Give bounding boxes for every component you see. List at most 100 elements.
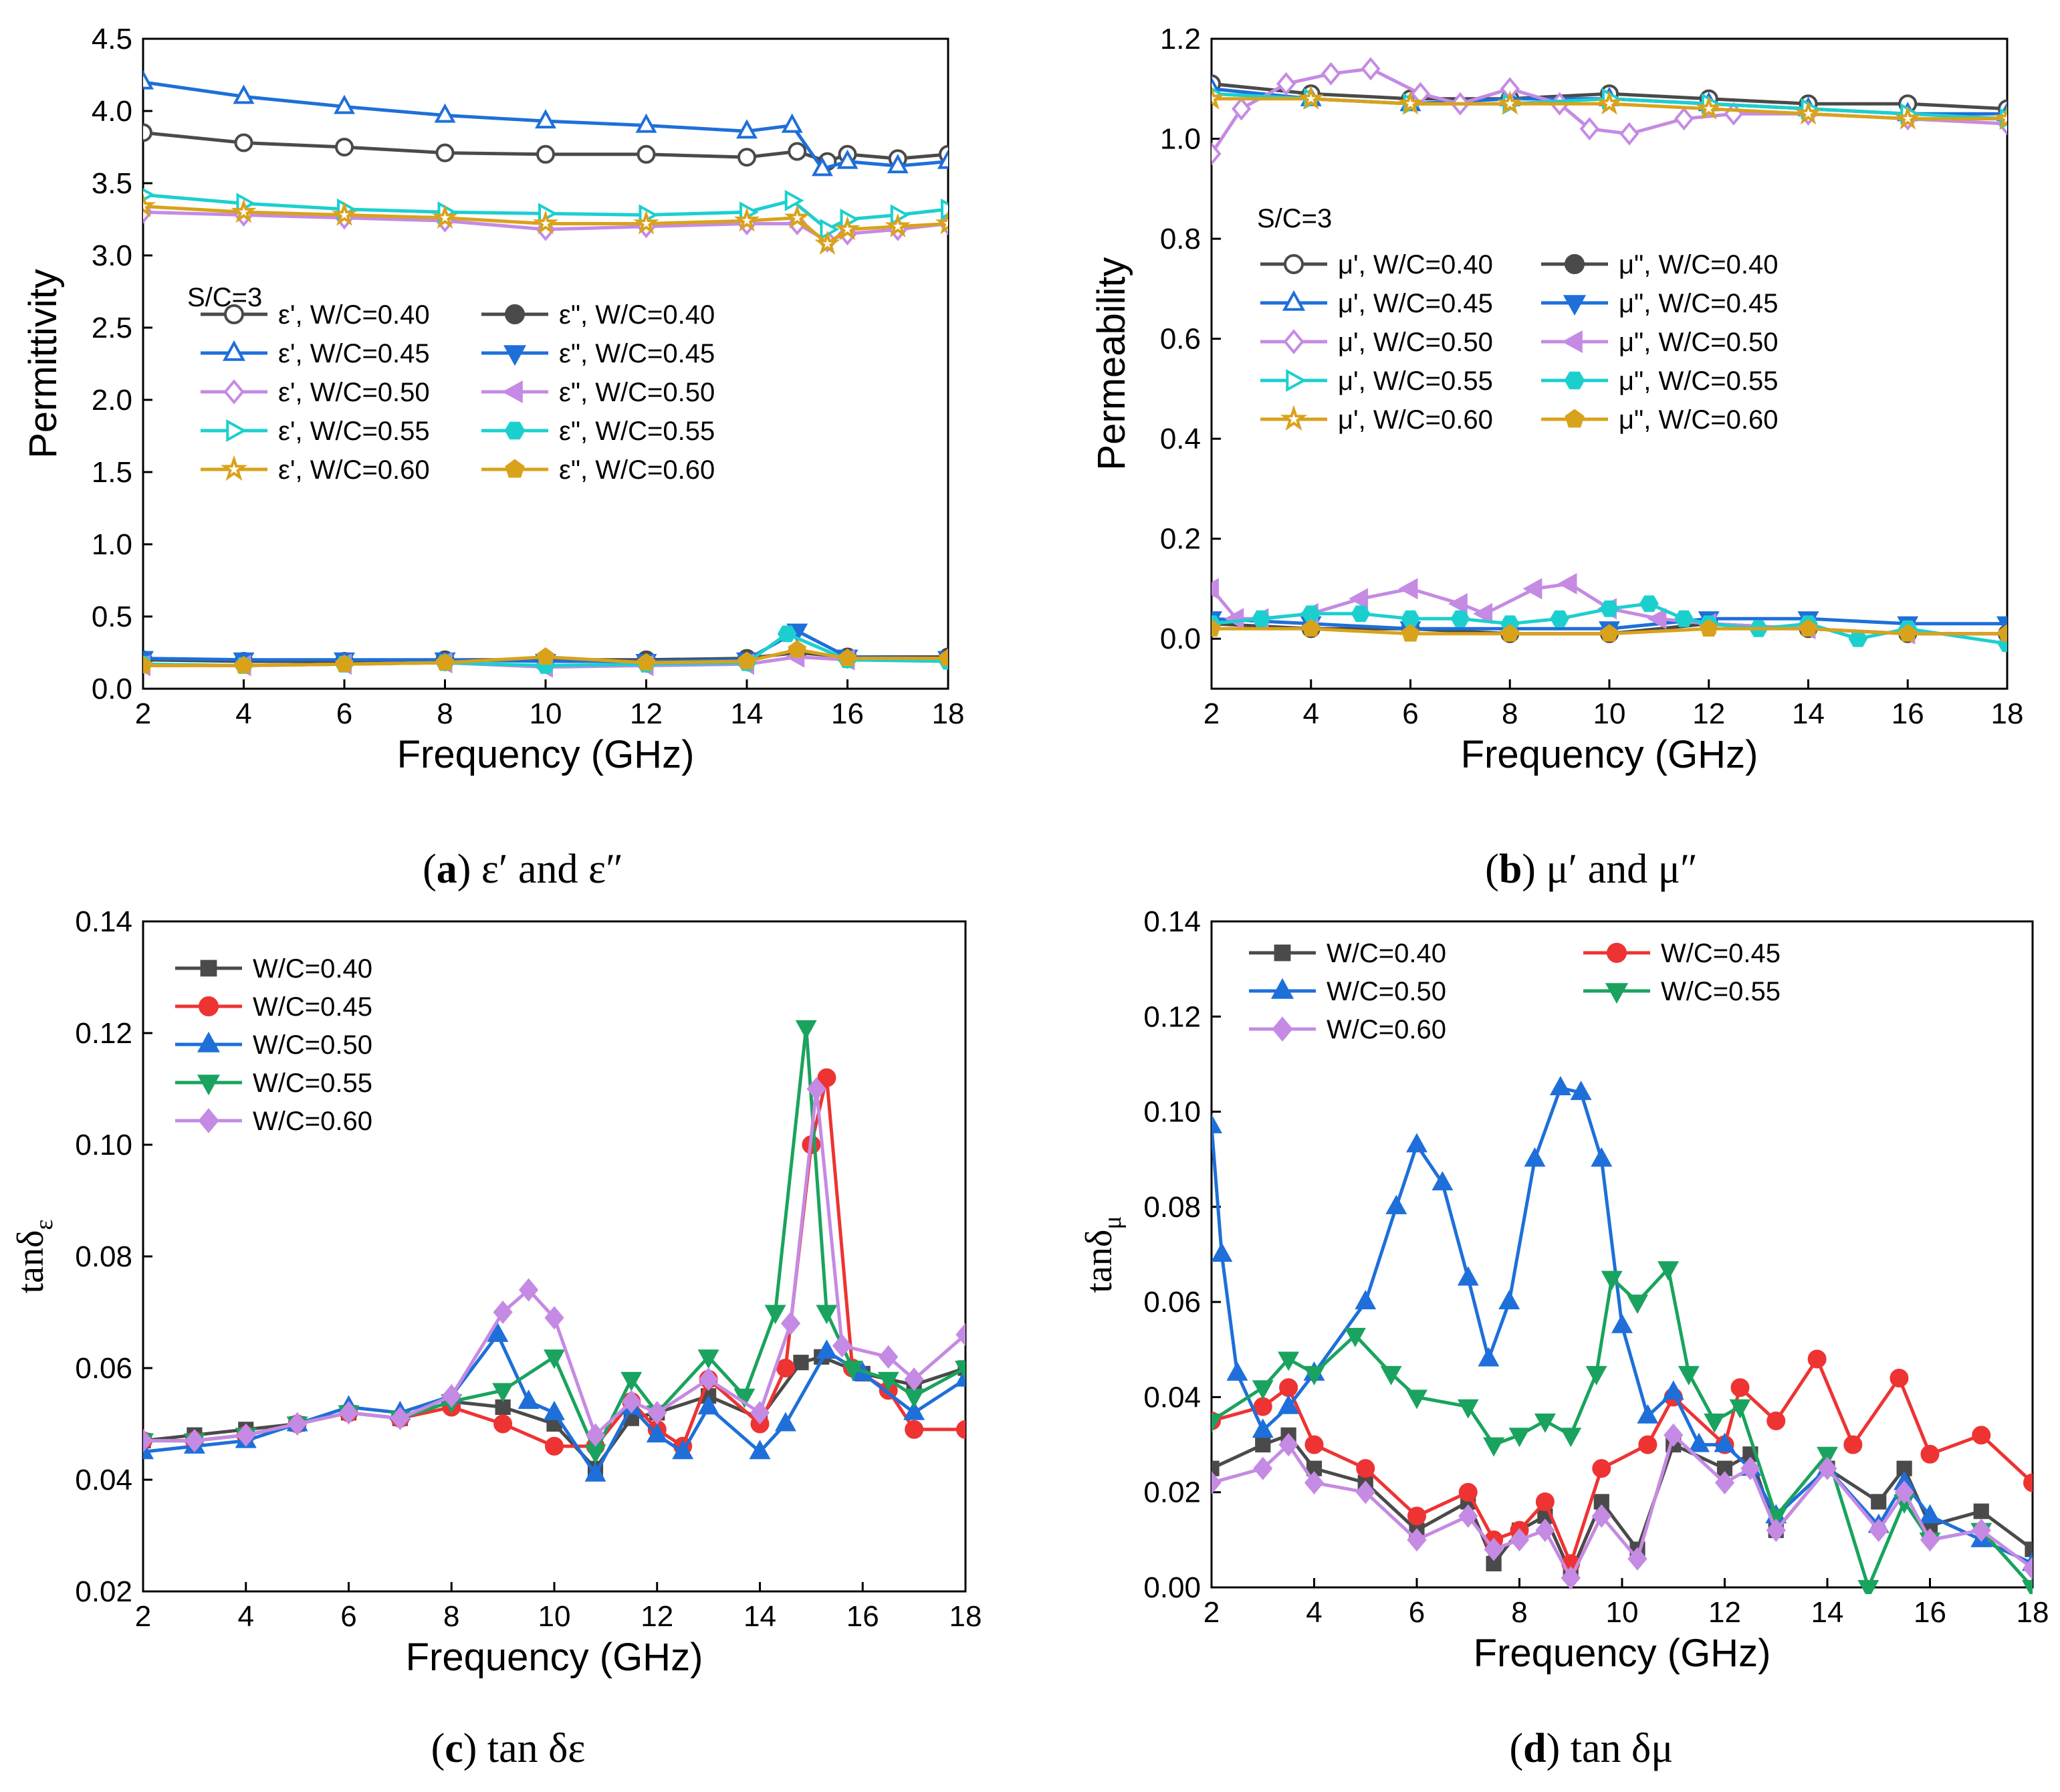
data-point (1361, 57, 1381, 81)
y-tick-label: 0.10 (1143, 1096, 1201, 1129)
series-3 (1212, 1076, 2033, 1571)
legend-label: μ", W/C=0.45 (1619, 289, 1778, 318)
y-tick-label: 0.08 (1143, 1191, 1201, 1224)
data-point (441, 1384, 461, 1408)
data-point (1971, 1519, 1991, 1543)
data-point (1380, 1365, 1402, 1385)
data-point (904, 1367, 924, 1391)
data-point (733, 207, 760, 232)
data-point (1226, 1361, 1248, 1381)
data-point (487, 1322, 509, 1342)
data-point (1766, 1412, 1786, 1430)
legend-label: μ', W/C=0.50 (1338, 328, 1493, 357)
y-tick-label: 4.5 (92, 23, 132, 55)
x-tick-label: 16 (1892, 697, 1924, 730)
y-tick-label: 1.0 (1160, 123, 1201, 156)
data-point (1484, 1537, 1504, 1561)
data-point (1674, 610, 1694, 627)
legend-label: W/C=0.60 (1327, 1015, 1446, 1044)
data-point (1535, 1519, 1555, 1543)
data-point (2023, 1473, 2033, 1492)
series-line (143, 80, 948, 171)
data-point (435, 653, 455, 671)
y-tick-label: 0.08 (75, 1240, 132, 1273)
data-point (633, 210, 659, 235)
legend-item: μ', W/C=0.55 (1260, 366, 1493, 396)
data-point (1212, 1242, 1233, 1262)
data-point (1406, 1389, 1427, 1410)
y-axis-label: Permittivity (21, 269, 65, 459)
x-tick-label: 16 (1914, 1596, 1946, 1629)
legend-item: μ", W/C=0.45 (1541, 289, 1778, 318)
legend-marker (1274, 944, 1291, 962)
data-point (1278, 1394, 1300, 1414)
series-line (143, 648, 948, 667)
data-point (1301, 619, 1321, 637)
data-point (544, 1400, 565, 1420)
data-point (1458, 1504, 1478, 1528)
series-line (1212, 67, 2007, 155)
y-tick-label: 0.06 (75, 1352, 132, 1385)
legend-item: μ', W/C=0.50 (1260, 328, 1493, 357)
data-point (955, 1361, 965, 1380)
plot-area (143, 70, 948, 678)
data-point (1407, 1528, 1427, 1552)
x-tick-label: 14 (731, 697, 764, 730)
data-point (585, 1423, 606, 1447)
data-point (1994, 105, 2007, 130)
data-point (143, 1429, 153, 1453)
data-point (1766, 1519, 1786, 1543)
y-tick-label: 0.8 (1160, 223, 1201, 255)
legend-label: ε", W/C=0.60 (559, 455, 715, 485)
data-point (435, 143, 455, 162)
x-tick-label: 8 (437, 697, 453, 730)
data-point (1714, 1470, 1735, 1495)
data-point (390, 1406, 411, 1430)
data-point (1627, 1295, 1648, 1315)
data-point (493, 1414, 513, 1434)
data-point (841, 1361, 863, 1380)
legend-item: μ", W/C=0.40 (1541, 250, 1778, 279)
legend-marker (1565, 254, 1585, 274)
legend-label: W/C=0.40 (1327, 939, 1446, 968)
x-tick-label: 12 (1692, 697, 1725, 730)
series-3 (1212, 57, 2007, 166)
data-point (784, 204, 810, 229)
legend-marker (220, 455, 248, 481)
legend-title: S/C=3 (1257, 204, 1332, 233)
y-tick-label: 3.0 (92, 239, 132, 272)
data-point (1231, 97, 1252, 121)
legend-label: μ", W/C=0.50 (1619, 328, 1778, 357)
data-point (1807, 1349, 1827, 1369)
series-line (1212, 1266, 2033, 1589)
data-point (621, 1389, 641, 1414)
data-point (1662, 1380, 1684, 1400)
y-tick-label: 0.10 (75, 1129, 132, 1161)
data-point (1724, 102, 1744, 126)
data-point (1253, 1397, 1272, 1416)
data-point (143, 123, 152, 142)
data-point (1457, 1266, 1479, 1286)
legend-item: ε", W/C=0.45 (481, 339, 715, 368)
data-point (1279, 1378, 1298, 1397)
data-point (750, 1401, 770, 1425)
legend-item: ε', W/C=0.50 (201, 378, 430, 407)
data-point (1998, 624, 2007, 642)
data-point (1611, 1313, 1633, 1333)
chart-panel-a: 2 4 6 8 10 12 14 16 18 0.0 0.5 1.0 1.5 2.0 2.5 3.0 3.5 4.… (21, 23, 964, 892)
legend: W/C=0.40 W/C=0.45 W/C=0.50 W/C=0.55 W/C=0.60 (1249, 939, 1781, 1044)
data-point (1278, 1433, 1298, 1457)
data-point (647, 1401, 667, 1425)
data-point (1407, 1506, 1426, 1526)
data-point (236, 1423, 256, 1447)
legend-label: ε", W/C=0.45 (559, 339, 715, 368)
data-point (1600, 624, 1619, 642)
legend-label: μ", W/C=0.60 (1619, 405, 1778, 435)
data-point (1638, 1435, 1657, 1454)
x-tick-label: 2 (135, 697, 151, 730)
legend-item: W/C=0.55 (175, 1069, 372, 1098)
data-point (1637, 1404, 1659, 1424)
y-tick-label: 1.0 (92, 528, 132, 561)
legend-label: ε", W/C=0.40 (559, 300, 715, 330)
data-point (1500, 624, 1520, 642)
